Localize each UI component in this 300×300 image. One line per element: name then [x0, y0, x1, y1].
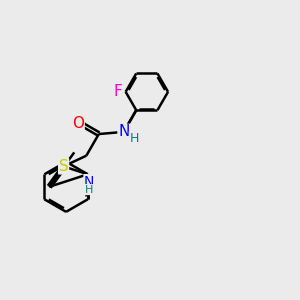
Text: H: H — [85, 184, 93, 195]
Text: N: N — [118, 124, 129, 140]
Text: F: F — [113, 84, 122, 99]
Text: S: S — [59, 159, 68, 174]
Text: O: O — [72, 116, 84, 131]
Text: H: H — [129, 132, 139, 145]
Text: N: N — [84, 175, 94, 189]
